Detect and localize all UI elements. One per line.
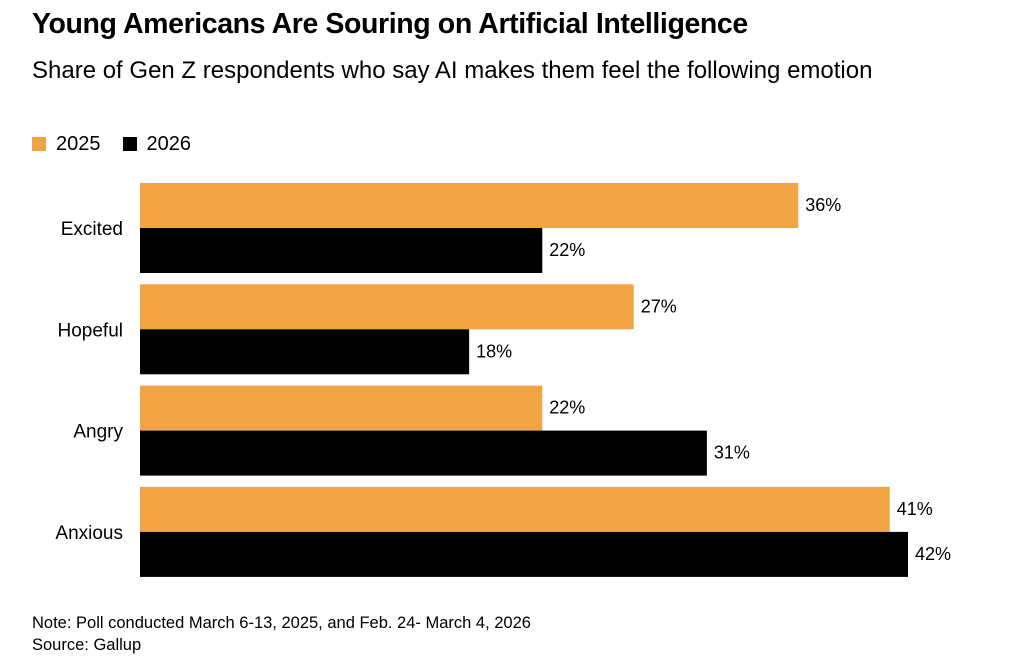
chart-title: Young Americans Are Souring on Artificia… (32, 8, 748, 40)
value-label-hopeful-2025: 27% (641, 296, 677, 316)
legend-swatch-2026 (122, 137, 137, 151)
footer-source: Source: Gallup (32, 636, 142, 654)
bar-hopeful-2025 (140, 284, 634, 330)
value-label-anxious-2026: 42% (915, 544, 951, 564)
legend: 2025 2026 (32, 131, 213, 157)
footer-note: Note: Poll conducted March 6-13, 2025, a… (32, 614, 531, 632)
category-label-excited: Excited (61, 219, 123, 240)
bar-anxious-2025 (140, 486, 890, 532)
bar-anxious-2026 (140, 531, 908, 577)
value-label-angry-2026: 31% (714, 443, 750, 463)
category-label-angry: Angry (73, 422, 123, 443)
bar-angry-2025 (140, 385, 543, 431)
category-label-hopeful: Hopeful (58, 320, 124, 341)
legend-item-2025: 2025 (32, 133, 101, 156)
legend-swatch-2025 (32, 137, 46, 151)
legend-label-2025: 2025 (56, 132, 101, 155)
bar-excited-2026 (140, 228, 543, 273)
bar-hopeful-2026 (140, 329, 470, 375)
category-label-anxious: Anxious (55, 523, 123, 544)
legend-item-2026: 2026 (122, 132, 192, 156)
bar-chart: Excited 36% 22% Hopeful 27% 18% Angry 22% 31% Anx… (55, 183, 951, 577)
value-label-hopeful-2026: 18% (476, 341, 512, 361)
value-label-excited-2026: 22% (549, 240, 585, 260)
bar-angry-2026 (140, 430, 707, 476)
value-label-excited-2025: 36% (805, 195, 841, 215)
value-label-anxious-2025: 41% (897, 499, 933, 519)
footer: Note: Poll conducted March 6-13, 2025, a… (32, 612, 531, 656)
value-label-angry-2025: 22% (549, 398, 585, 418)
bar-excited-2025 (140, 183, 799, 228)
chart-subtitle: Share of Gen Z respondents who say AI ma… (32, 57, 873, 84)
legend-label-2026: 2026 (146, 132, 192, 155)
